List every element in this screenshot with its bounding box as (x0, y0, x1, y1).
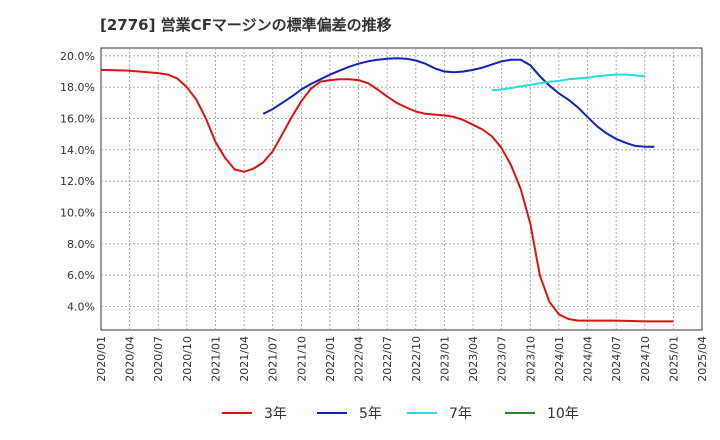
x-tick-label: 2021/04 (238, 336, 251, 382)
x-tick-label: 2024/04 (582, 336, 595, 382)
legend-label-4: 10年 (547, 406, 579, 422)
x-tick-label: 2022/01 (324, 336, 337, 382)
series-line-1 (100, 68, 674, 323)
x-tick-label: 2022/10 (410, 336, 423, 382)
x-tick-label: 2024/01 (553, 336, 566, 382)
x-tick-label: 2023/07 (496, 336, 509, 382)
x-tick-label: 2022/07 (381, 336, 394, 382)
y-tick-label: 4.0% (67, 301, 95, 314)
y-tick-label: 10.0% (60, 207, 95, 220)
x-tick-label: 2023/01 (438, 336, 451, 382)
legend: 3年 5年 7年 10年 (222, 406, 579, 422)
series-lines (100, 57, 674, 323)
series-line-3 (492, 73, 645, 92)
x-tick-label: 2020/04 (124, 336, 137, 382)
y-tick-label: 14.0% (60, 144, 95, 157)
plot-frame (100, 47, 703, 331)
x-tick-label: 2023/10 (524, 336, 537, 382)
x-tick-label: 2020/07 (152, 336, 165, 382)
y-tick-label: 16.0% (60, 113, 95, 126)
y-tick-label: 20.0% (60, 50, 95, 63)
x-tick-label: 2023/04 (467, 336, 480, 382)
x-tick-label: 2024/10 (639, 336, 652, 382)
y-tick-label: 6.0% (67, 269, 95, 282)
x-tick-label: 2024/07 (610, 336, 623, 382)
y-tick-label: 12.0% (60, 175, 95, 188)
x-tick-label: 2022/04 (353, 336, 366, 382)
legend-label-2: 5年 (359, 406, 382, 422)
x-tick-label: 2020/10 (181, 336, 194, 382)
x-tick-label: 2020/01 (95, 336, 108, 382)
x-tick-label: 2021/07 (267, 336, 280, 382)
x-tick-label: 2025/04 (696, 336, 709, 382)
legend-label-3: 7年 (449, 406, 472, 422)
x-axis-ticks: 2020/01 2020/04 2020/07 2020/10 2021/01 2021/… (95, 336, 709, 382)
x-tick-label: 2021/10 (295, 336, 308, 382)
legend-label-1: 3年 (264, 406, 287, 422)
y-axis-ticks: 4.0% 6.0% 8.0% 10.0% 12.0% 14.0% 16.0% 18.0% 20.… (60, 50, 95, 314)
x-tick-label: 2025/01 (667, 336, 680, 382)
chart-title: [2776] 営業CFマージンの標準偏差の推移 (100, 16, 392, 34)
x-tick-label: 2021/01 (209, 336, 222, 382)
series-line-2 (262, 57, 655, 148)
y-tick-label: 8.0% (67, 238, 95, 251)
plot-area (100, 47, 703, 331)
y-tick-label: 18.0% (60, 81, 95, 94)
